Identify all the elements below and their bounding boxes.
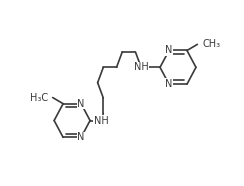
Text: NH: NH xyxy=(94,116,109,126)
Text: H₃C: H₃C xyxy=(30,93,48,102)
Text: N: N xyxy=(165,79,173,89)
Text: N: N xyxy=(77,132,85,142)
Text: N: N xyxy=(165,46,173,55)
Text: N: N xyxy=(77,99,85,109)
Text: CH₃: CH₃ xyxy=(202,39,220,49)
Text: NH: NH xyxy=(134,62,149,72)
